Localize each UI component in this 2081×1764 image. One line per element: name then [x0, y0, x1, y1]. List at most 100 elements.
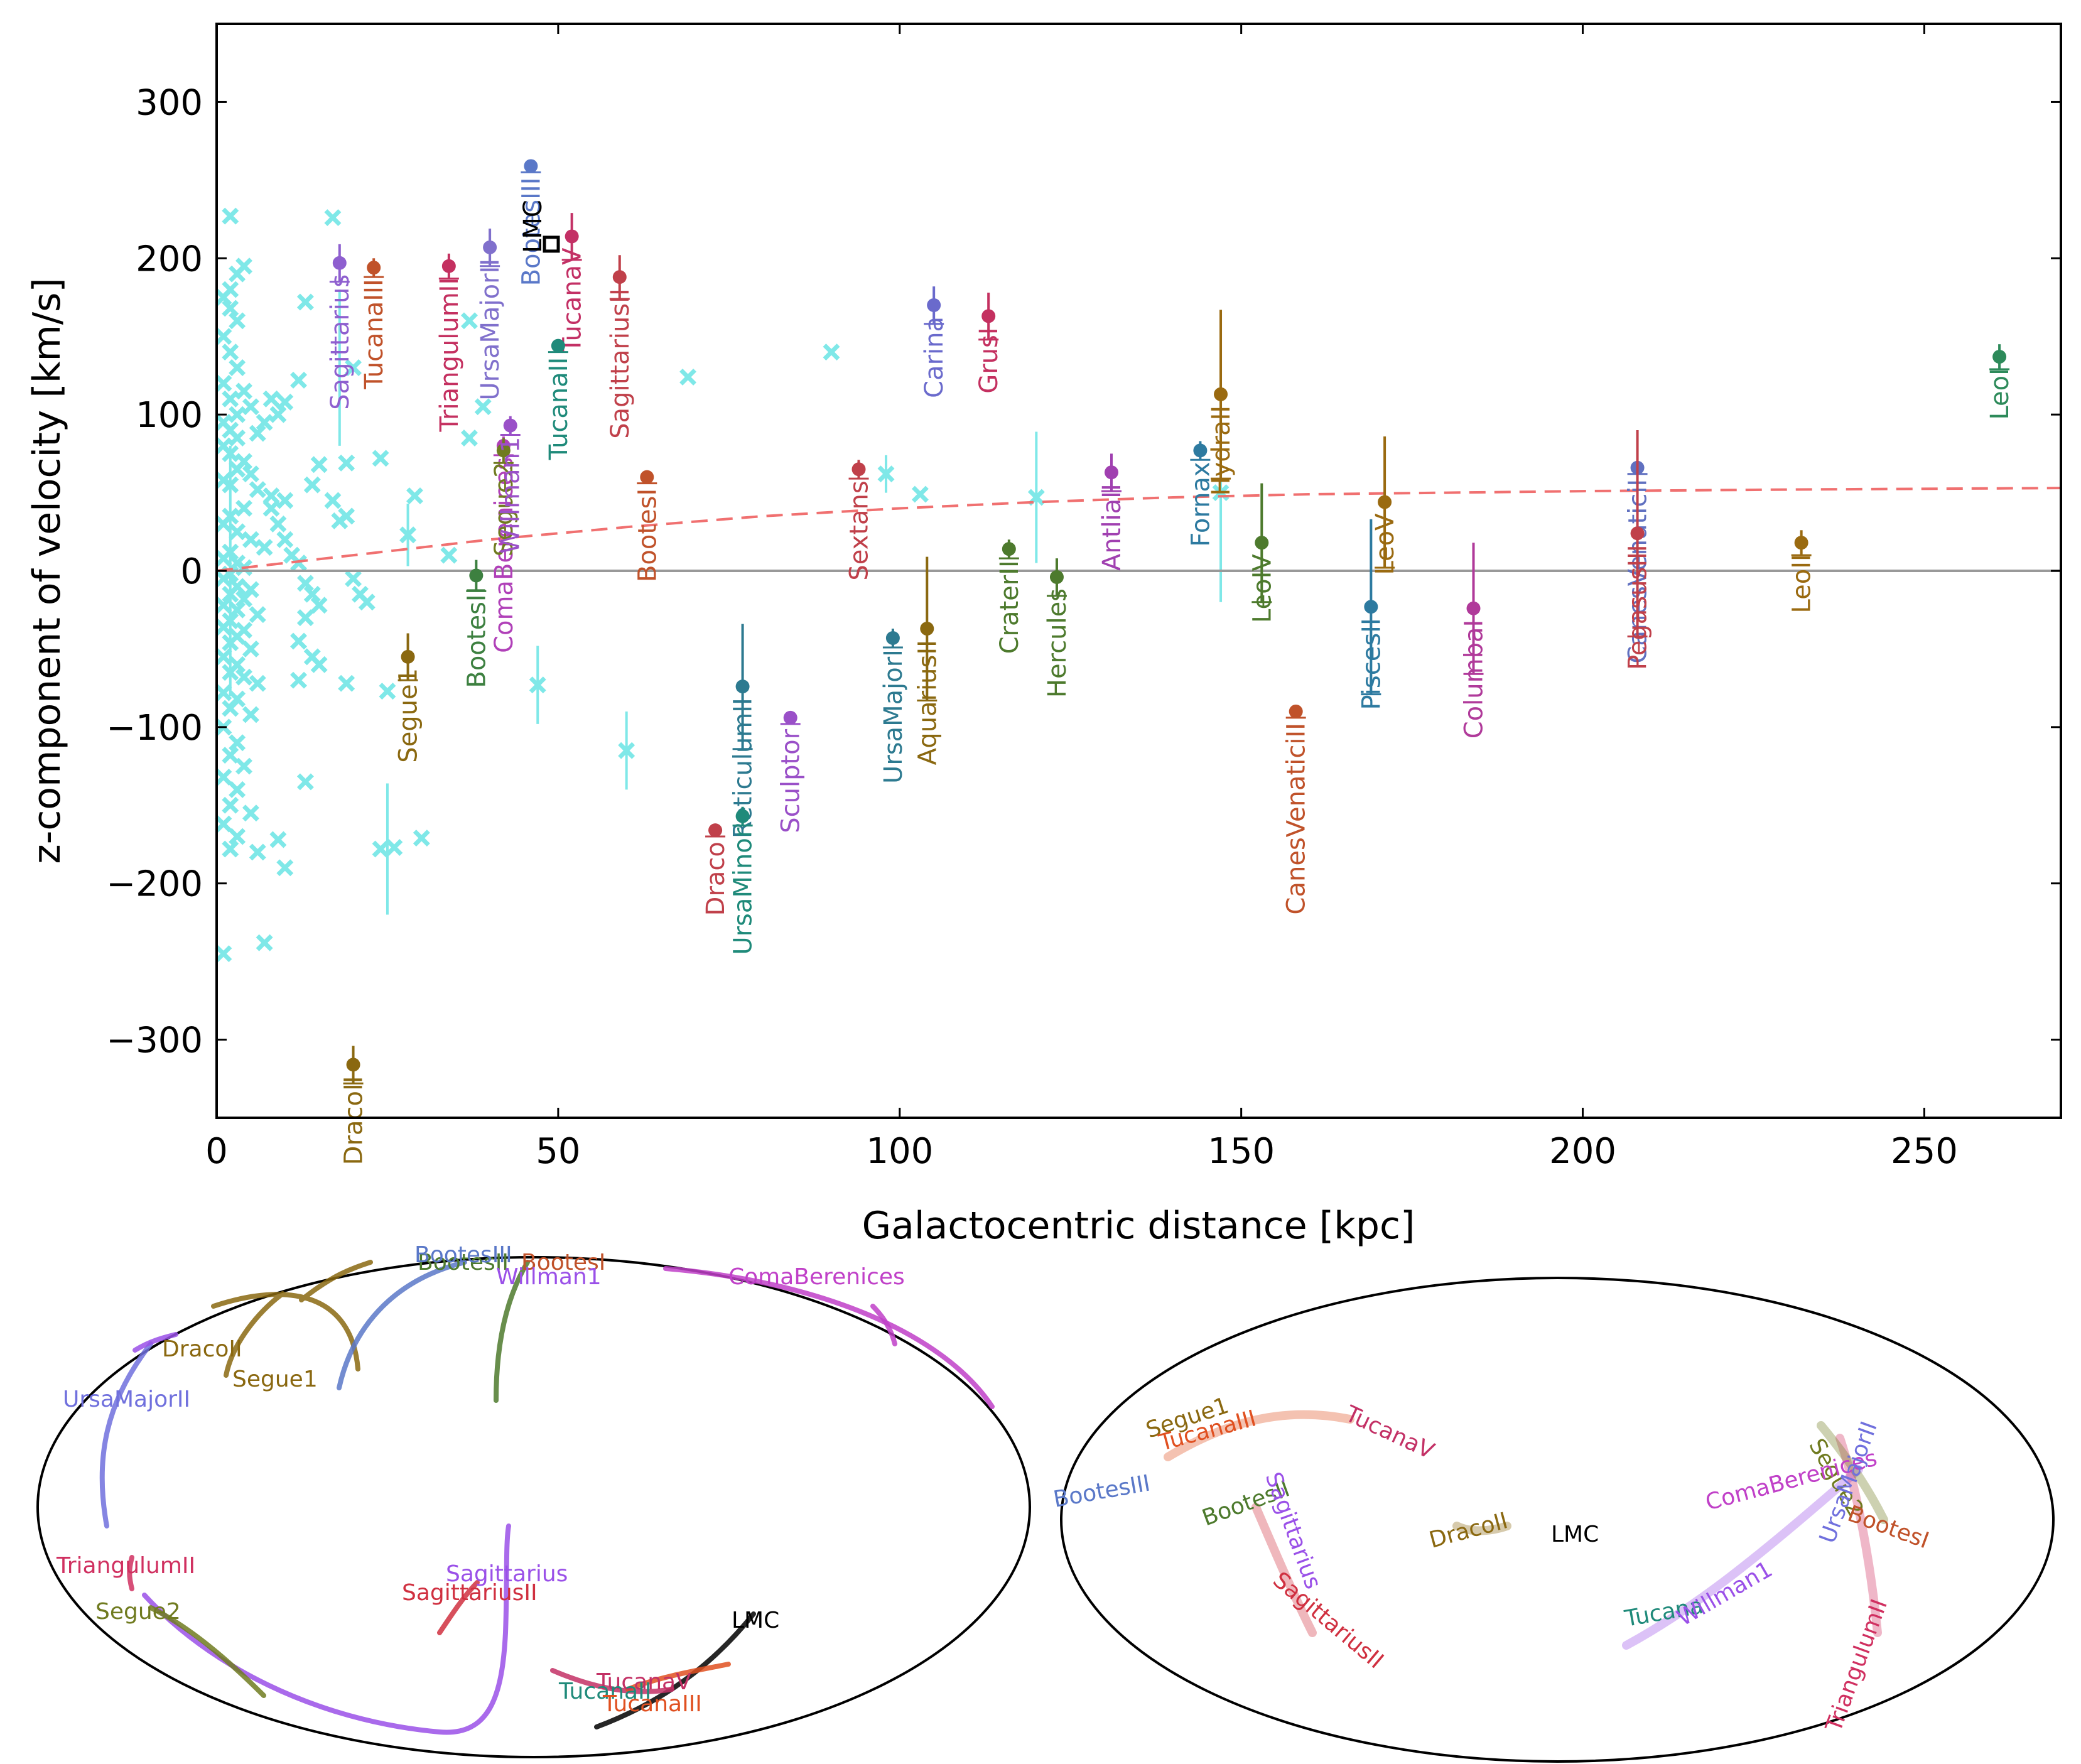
background-point-stroke	[222, 585, 239, 603]
galaxy-point	[565, 229, 579, 244]
background-point	[229, 601, 246, 619]
galaxy-marker: HydraII	[1207, 310, 1236, 495]
background-point	[229, 359, 246, 376]
galaxy-point	[920, 622, 934, 636]
galaxy-point	[1289, 704, 1303, 718]
background-point-stroke	[296, 293, 314, 311]
background-point	[229, 460, 246, 478]
background-point-stroke	[235, 499, 252, 517]
background-point-stroke	[372, 840, 389, 858]
background-point-stroke	[242, 706, 259, 723]
galaxy-label: PegasusIII	[1624, 544, 1653, 670]
background-point	[222, 747, 239, 764]
galaxy-point	[612, 270, 627, 284]
background-point-stroke	[222, 796, 239, 814]
background-point-stroke	[358, 593, 376, 611]
background-point-stroke	[351, 585, 369, 603]
galaxy-point	[735, 809, 750, 823]
background-point	[242, 640, 259, 657]
background-point-stroke	[235, 382, 252, 400]
background-point	[372, 840, 389, 858]
background-point-stroke	[215, 437, 232, 455]
sky-trajectory	[870, 1304, 897, 1346]
background-point-stroke	[461, 312, 478, 330]
background-point-stroke	[290, 632, 308, 650]
galaxy-marker: Draco	[701, 823, 730, 916]
sky-trajectory	[663, 1266, 995, 1409]
galaxy-label: GrusI	[975, 327, 1003, 393]
sky-trajectory	[132, 1332, 178, 1353]
background-point-stroke	[276, 492, 294, 509]
background-point	[345, 570, 362, 587]
background-point	[242, 531, 259, 548]
sky-label-left: BootesI	[521, 1250, 605, 1275]
background-point-stroke	[215, 289, 232, 306]
background-point-stroke	[324, 492, 342, 509]
galaxy-point	[483, 240, 497, 254]
galaxy-marker: Sextans	[845, 460, 874, 581]
galaxy-marker: TriangulumII	[435, 253, 464, 432]
background-point-stroke	[242, 398, 259, 416]
galaxy-label: HydraII	[1207, 406, 1236, 496]
sky-trajectory	[148, 1605, 266, 1698]
background-point	[310, 456, 328, 473]
galaxy-label: Segue2	[490, 462, 519, 556]
galaxy-label: SagittariusII	[606, 288, 635, 439]
x-tick-label: 250	[1891, 1131, 1958, 1172]
galaxy-label: Sculptor	[777, 728, 806, 833]
background-point	[358, 593, 376, 611]
sky-label-left: SagittariusII	[402, 1580, 538, 1606]
background-point-stroke	[290, 671, 308, 689]
background-point-stroke	[222, 664, 239, 681]
galaxy-point	[441, 259, 456, 273]
background-point-stroke	[262, 390, 280, 408]
x-tick-label: 150	[1208, 1131, 1275, 1172]
background-point	[229, 734, 246, 752]
background-point-stroke	[249, 674, 266, 692]
background-point-stroke	[235, 668, 252, 686]
galaxy-marker: Sculptor	[777, 710, 806, 833]
background-point	[242, 465, 259, 483]
x-axis-label: Galactocentric distance [kpc]	[862, 1204, 1415, 1248]
galaxy-point	[783, 710, 797, 725]
background-point	[290, 371, 308, 389]
y-tick-label: −100	[106, 708, 203, 749]
sky-trajectory	[594, 1611, 756, 1729]
galaxy-label: ColumbaI	[1460, 620, 1489, 739]
background-point	[386, 839, 403, 856]
background-point-stroke	[379, 683, 396, 700]
background-point	[242, 804, 259, 822]
background-point	[222, 445, 239, 462]
background-point	[222, 796, 239, 814]
background-point	[222, 634, 239, 651]
background-point	[229, 523, 246, 541]
sky-cloud	[1817, 1421, 1888, 1524]
background-point-stroke	[242, 804, 259, 822]
background-point-stroke	[229, 359, 246, 376]
galaxy-point	[1255, 536, 1269, 550]
galaxy-marker: BootesIII	[517, 159, 546, 286]
background-point-stroke	[222, 421, 239, 439]
background-point-stroke	[222, 300, 239, 317]
lmc-marker: LMC	[519, 200, 560, 253]
background-point	[235, 668, 252, 686]
background-point	[215, 515, 232, 533]
x-tick-label: 100	[866, 1131, 933, 1172]
background-point-stroke	[249, 843, 266, 861]
galaxy-marker: LeoI	[1986, 344, 2014, 420]
background-point	[222, 664, 239, 681]
galaxy-point	[469, 568, 484, 583]
background-point-stroke	[296, 575, 314, 592]
sky-trajectory	[127, 1555, 134, 1591]
background-point	[249, 606, 266, 624]
sky-label-left: BootesII	[418, 1250, 509, 1275]
galaxy-label: LeoI	[1986, 368, 2014, 419]
background-point-stroke	[877, 465, 895, 483]
background-point	[529, 676, 546, 694]
background-point	[256, 934, 273, 951]
background-point	[461, 429, 478, 446]
background-point	[249, 425, 266, 442]
galaxy-point	[496, 443, 511, 458]
background-point-stroke	[229, 781, 246, 798]
